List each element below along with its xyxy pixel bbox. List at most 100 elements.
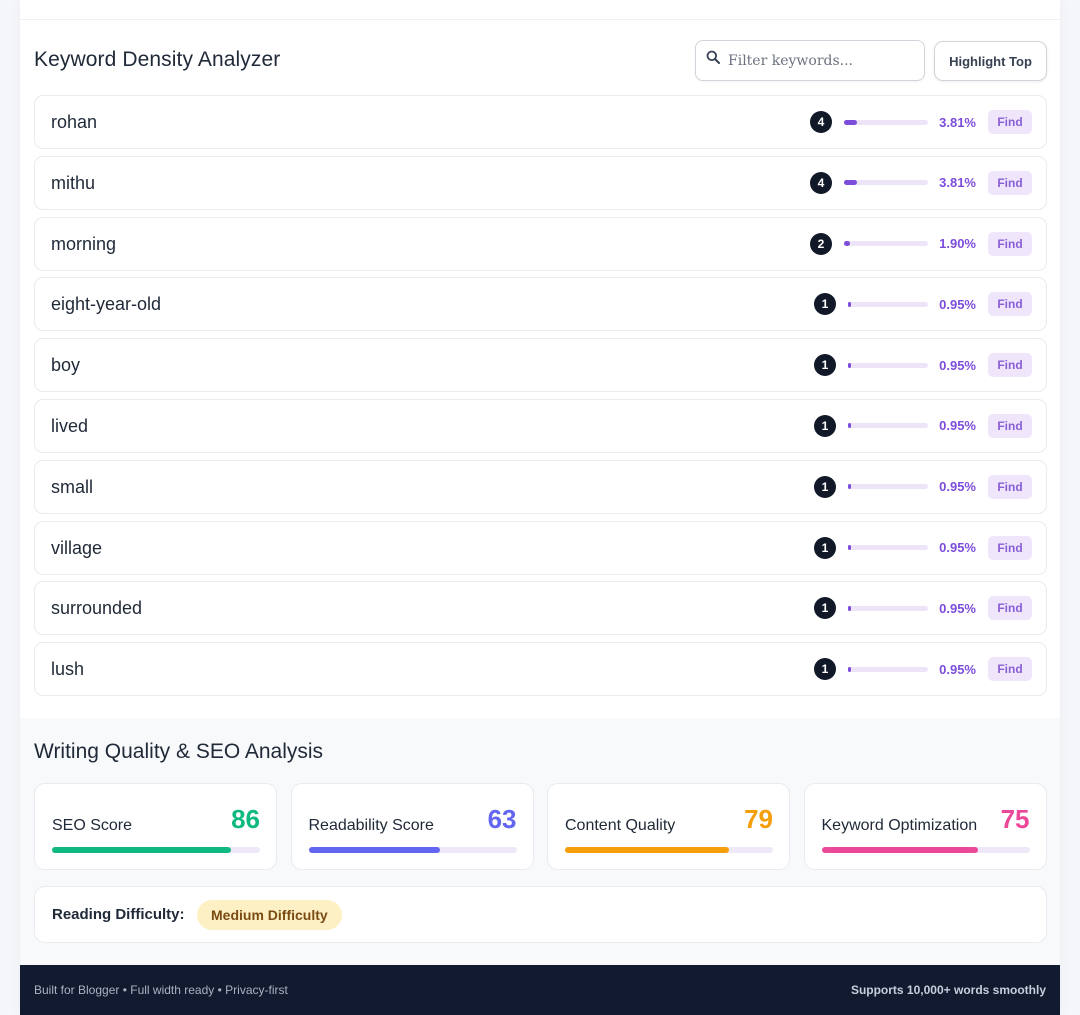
- seo-analysis-title: Writing Quality & SEO Analysis: [34, 740, 324, 763]
- keyword-density-bar: [848, 423, 928, 429]
- keyword-density-percent: 0.95%: [939, 540, 976, 556]
- keyword-count-badge: 2: [810, 232, 832, 255]
- keyword-text: mithu: [51, 172, 96, 193]
- score-card: Content Quality 79: [547, 783, 790, 870]
- highlight-top-button[interactable]: Highlight Top: [934, 41, 1047, 81]
- score-progress-fill: [308, 847, 440, 853]
- keyword-row: rohan 4 3.81% Find: [34, 95, 1047, 149]
- keyword-density-percent: 3.81%: [939, 175, 976, 191]
- keyword-density-bar: [848, 605, 928, 611]
- keyword-find-button[interactable]: Find: [988, 413, 1032, 438]
- keyword-count-badge: 4: [810, 171, 832, 194]
- score-progress-fill: [52, 847, 231, 853]
- keyword-row: eight-year-old 1 0.95% Find: [34, 277, 1047, 332]
- footer: Built for Blogger • Full width ready • P…: [20, 965, 1060, 1015]
- score-label: Readability Score: [308, 817, 434, 834]
- keyword-row: morning 2 1.90% Find: [34, 216, 1047, 271]
- footer-left-text: Built for Blogger • Full width ready • P…: [34, 983, 288, 997]
- keyword-count-badge: 1: [814, 536, 836, 559]
- keyword-density-percent: 0.95%: [939, 357, 976, 373]
- score-card: Readability Score 63: [290, 783, 534, 870]
- seo-analysis-section: Writing Quality & SEO Analysis SEO Score…: [20, 718, 1060, 965]
- keyword-density-bar: [848, 362, 928, 368]
- keyword-find-button[interactable]: Find: [988, 110, 1032, 134]
- keyword-density-bar: [848, 545, 928, 551]
- keyword-stats: 1 0.95% Find: [814, 522, 1032, 574]
- keyword-row: mithu 4 3.81% Find: [34, 155, 1047, 210]
- keyword-stats: 1 0.95% Find: [814, 461, 1032, 513]
- keyword-density-bar-fill: [848, 605, 852, 611]
- keyword-stats: 1 0.95% Find: [814, 278, 1032, 330]
- keyword-text: rohan: [51, 112, 98, 132]
- keyword-density-percent: 0.95%: [939, 600, 976, 616]
- keyword-row: boy 1 0.95% Find: [34, 338, 1047, 393]
- keyword-density-percent: 0.95%: [939, 661, 976, 677]
- keyword-count-badge: 1: [814, 597, 836, 620]
- keyword-filter-box[interactable]: [695, 40, 925, 81]
- score-progress-track: [565, 847, 773, 853]
- keyword-row: small 1 0.95% Find: [34, 459, 1047, 514]
- keyword-find-button[interactable]: Find: [988, 596, 1032, 621]
- score-card: SEO Score 86: [34, 783, 277, 870]
- app-shell: Keyword Density Analyzer Highlight Top r…: [20, 0, 1060, 1015]
- keyword-count-badge: 1: [814, 354, 836, 377]
- keyword-stats: 4 3.81% Find: [810, 96, 1032, 148]
- keyword-filter-input[interactable]: [728, 49, 918, 73]
- keyword-stats: 1 0.95% Find: [814, 582, 1032, 634]
- score-progress-track: [821, 847, 1030, 853]
- top-strip: [20, 0, 1060, 20]
- score-card: Keyword Optimization 75: [803, 783, 1047, 870]
- keyword-find-button[interactable]: Find: [988, 170, 1032, 195]
- keyword-find-button[interactable]: Find: [988, 474, 1032, 499]
- keyword-find-button[interactable]: Find: [988, 657, 1032, 682]
- keyword-density-bar: [844, 241, 928, 247]
- score-progress-fill: [821, 847, 978, 853]
- score-progress-track: [308, 847, 517, 853]
- keyword-density-bar-fill: [848, 362, 852, 368]
- score-progress-fill: [565, 847, 730, 853]
- keyword-count-badge: 1: [814, 475, 836, 498]
- score-label: Keyword Optimization: [821, 817, 978, 834]
- keyword-density-bar-fill: [848, 423, 852, 429]
- keyword-text: lush: [51, 659, 85, 680]
- score-value: 63: [487, 804, 517, 834]
- keyword-density-title: Keyword Density Analyzer: [34, 48, 281, 71]
- reading-difficulty-label: Reading Difficulty:: [52, 906, 185, 923]
- keyword-density-bar-fill: [844, 119, 857, 125]
- reading-difficulty-card: Reading Difficulty: Medium Difficulty: [34, 886, 1047, 943]
- keyword-find-button[interactable]: Find: [988, 231, 1032, 256]
- score-value: 75: [1000, 804, 1030, 834]
- keyword-density-percent: 3.81%: [939, 114, 976, 130]
- keyword-stats: 1 0.95% Find: [814, 643, 1032, 695]
- keyword-count-badge: 4: [810, 111, 832, 133]
- keyword-stats: 2 1.90% Find: [810, 218, 1032, 270]
- score-value: 79: [744, 804, 773, 834]
- keyword-count-badge: 1: [814, 293, 836, 316]
- keyword-stats: 4 3.81% Find: [810, 157, 1032, 209]
- keyword-density-bar: [848, 666, 928, 672]
- reading-difficulty-badge: Medium Difficulty: [197, 900, 342, 930]
- keyword-find-button[interactable]: Find: [988, 292, 1032, 317]
- keyword-find-button[interactable]: Find: [988, 535, 1032, 560]
- keyword-find-button[interactable]: Find: [988, 353, 1032, 378]
- keyword-density-bar-fill: [844, 180, 857, 186]
- keyword-density-bar-fill: [848, 666, 852, 672]
- keyword-text: lived: [51, 415, 89, 436]
- keyword-text: village: [51, 537, 103, 558]
- keyword-text: boy: [51, 355, 81, 376]
- keyword-density-bar: [844, 180, 928, 186]
- score-progress-track: [52, 847, 260, 853]
- keyword-density-bar: [848, 484, 928, 490]
- keyword-text: morning: [51, 233, 117, 254]
- keyword-density-percent: 1.90%: [939, 236, 976, 252]
- keyword-row: surrounded 1 0.95% Find: [34, 581, 1047, 636]
- keyword-count-badge: 1: [814, 658, 836, 681]
- keyword-text: small: [51, 476, 94, 497]
- keyword-text: surrounded: [51, 598, 143, 619]
- keyword-density-bar: [848, 301, 928, 307]
- keyword-density-bar-fill: [848, 484, 852, 490]
- score-label: SEO Score: [52, 817, 133, 834]
- keyword-row: lush 1 0.95% Find: [34, 642, 1047, 697]
- search-icon: [706, 50, 720, 64]
- score-value: 86: [231, 804, 260, 834]
